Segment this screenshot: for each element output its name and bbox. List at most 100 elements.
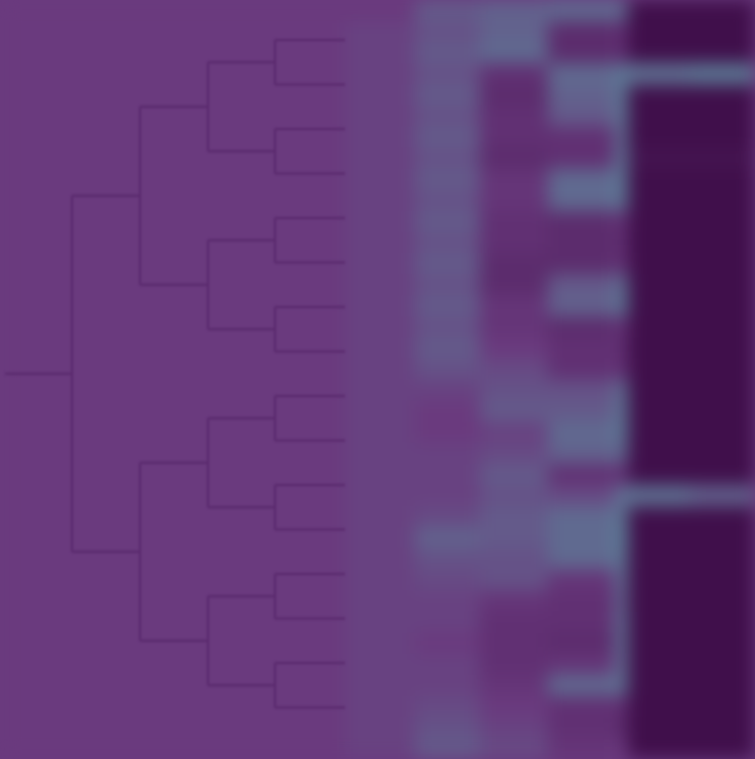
heatmap-cell bbox=[690, 358, 755, 381]
heatmap-cell bbox=[548, 569, 620, 591]
heatmap-cell bbox=[628, 274, 692, 296]
heatmap-cell bbox=[415, 168, 487, 191]
heatmap-cell bbox=[415, 63, 487, 85]
heatmap-cell bbox=[615, 590, 630, 613]
heatmap-cell bbox=[415, 463, 487, 486]
heatmap-cell bbox=[345, 253, 417, 275]
heatmap-cell bbox=[548, 463, 620, 486]
heatmap-cell bbox=[415, 253, 487, 275]
heatmap-cell bbox=[480, 442, 552, 465]
heatmap-cell bbox=[690, 253, 755, 275]
heatmap-cell bbox=[415, 506, 487, 528]
heatmap-cell bbox=[480, 400, 552, 423]
heatmap-cell bbox=[690, 569, 755, 591]
heatmap-cell bbox=[480, 737, 552, 759]
heatmap-cell bbox=[628, 611, 692, 634]
heatmap-cell bbox=[415, 210, 487, 233]
heatmap-cell bbox=[415, 674, 487, 697]
heatmap-cell bbox=[415, 84, 487, 107]
heatmap-cell bbox=[615, 379, 630, 402]
heatmap-cell bbox=[615, 21, 630, 43]
heatmap-cell bbox=[415, 0, 487, 22]
heatmap-cell bbox=[615, 295, 630, 317]
heatmap-cell bbox=[628, 231, 692, 254]
heatmap-cell bbox=[615, 316, 630, 338]
heatmap-cell bbox=[628, 168, 692, 191]
heatmap-cell bbox=[480, 210, 552, 233]
heatmap-cell bbox=[415, 295, 487, 317]
heatmap-cell bbox=[345, 506, 417, 528]
heatmap-cell bbox=[480, 21, 552, 43]
heatmap-cell bbox=[690, 463, 755, 486]
heatmap-cell bbox=[548, 527, 620, 549]
heatmap-cell bbox=[345, 358, 417, 381]
heatmap-cell bbox=[415, 527, 487, 549]
heatmap-cell bbox=[690, 0, 755, 22]
heatmap-cell bbox=[690, 231, 755, 254]
heatmap-cell bbox=[615, 189, 630, 212]
heatmap-cell bbox=[690, 506, 755, 528]
heatmap-cell bbox=[690, 421, 755, 444]
heatmap-cell bbox=[345, 569, 417, 591]
heatmap-cell bbox=[548, 695, 620, 718]
heatmap-cell bbox=[480, 527, 552, 549]
heatmap-cell bbox=[615, 548, 630, 570]
heatmap-cell bbox=[615, 105, 630, 128]
heatmap-cell bbox=[548, 63, 620, 85]
heatmap-cell bbox=[345, 274, 417, 296]
heatmap-cell bbox=[415, 716, 487, 739]
heatmap-cell bbox=[345, 231, 417, 254]
heatmap-cell bbox=[480, 189, 552, 212]
heatmap-cell bbox=[628, 126, 692, 149]
heatmap-cell bbox=[345, 527, 417, 549]
heatmap-cell bbox=[548, 0, 620, 22]
heatmap-cell bbox=[615, 442, 630, 465]
heatmap-cell bbox=[480, 105, 552, 128]
heatmap-cell bbox=[628, 189, 692, 212]
heatmap-cell bbox=[415, 21, 487, 43]
heatmap-cell bbox=[548, 674, 620, 697]
heatmap-cell bbox=[345, 0, 417, 22]
heatmap-cell bbox=[615, 421, 630, 444]
heatmap-cell bbox=[548, 126, 620, 149]
heatmap-cell bbox=[628, 316, 692, 338]
heatmap-cell bbox=[548, 21, 620, 43]
heatmap-cell bbox=[415, 653, 487, 676]
heatmap-cell bbox=[415, 42, 487, 64]
heatmap-cell bbox=[480, 506, 552, 528]
heatmap-cell bbox=[415, 569, 487, 591]
heatmap-cell bbox=[628, 379, 692, 402]
heatmap-cell bbox=[628, 21, 692, 43]
heatmap-cell bbox=[480, 379, 552, 402]
heatmap-cell bbox=[480, 274, 552, 296]
heatmap-cell bbox=[548, 484, 620, 507]
heatmap-cell bbox=[548, 84, 620, 107]
heatmap-cell bbox=[615, 42, 630, 64]
heatmap-cell bbox=[628, 695, 692, 718]
heatmap-cell bbox=[345, 379, 417, 402]
heatmap-cell bbox=[548, 737, 620, 759]
heatmap-cell bbox=[628, 548, 692, 570]
heatmap-cell bbox=[690, 295, 755, 317]
heatmap-cell bbox=[548, 611, 620, 634]
heatmap-cell bbox=[548, 42, 620, 64]
heatmap-cell bbox=[690, 674, 755, 697]
heatmap-cell bbox=[548, 253, 620, 275]
heatmap-cell bbox=[615, 231, 630, 254]
heatmap-cell bbox=[690, 716, 755, 739]
heatmap-cell bbox=[628, 63, 692, 85]
heatmap-cell bbox=[345, 737, 417, 759]
heatmap-cell bbox=[345, 400, 417, 423]
heatmap-cell bbox=[628, 737, 692, 759]
heatmap-cell bbox=[690, 337, 755, 360]
heatmap-cell bbox=[415, 484, 487, 507]
heatmap-cell bbox=[628, 253, 692, 275]
heatmap-cell bbox=[345, 484, 417, 507]
heatmap-cell bbox=[345, 316, 417, 338]
heatmap-cell bbox=[690, 527, 755, 549]
heatmap-cell bbox=[480, 611, 552, 634]
heatmap-cell bbox=[480, 168, 552, 191]
heatmap-cell bbox=[345, 105, 417, 128]
heatmap-cell bbox=[628, 527, 692, 549]
heatmap-cell bbox=[690, 653, 755, 676]
